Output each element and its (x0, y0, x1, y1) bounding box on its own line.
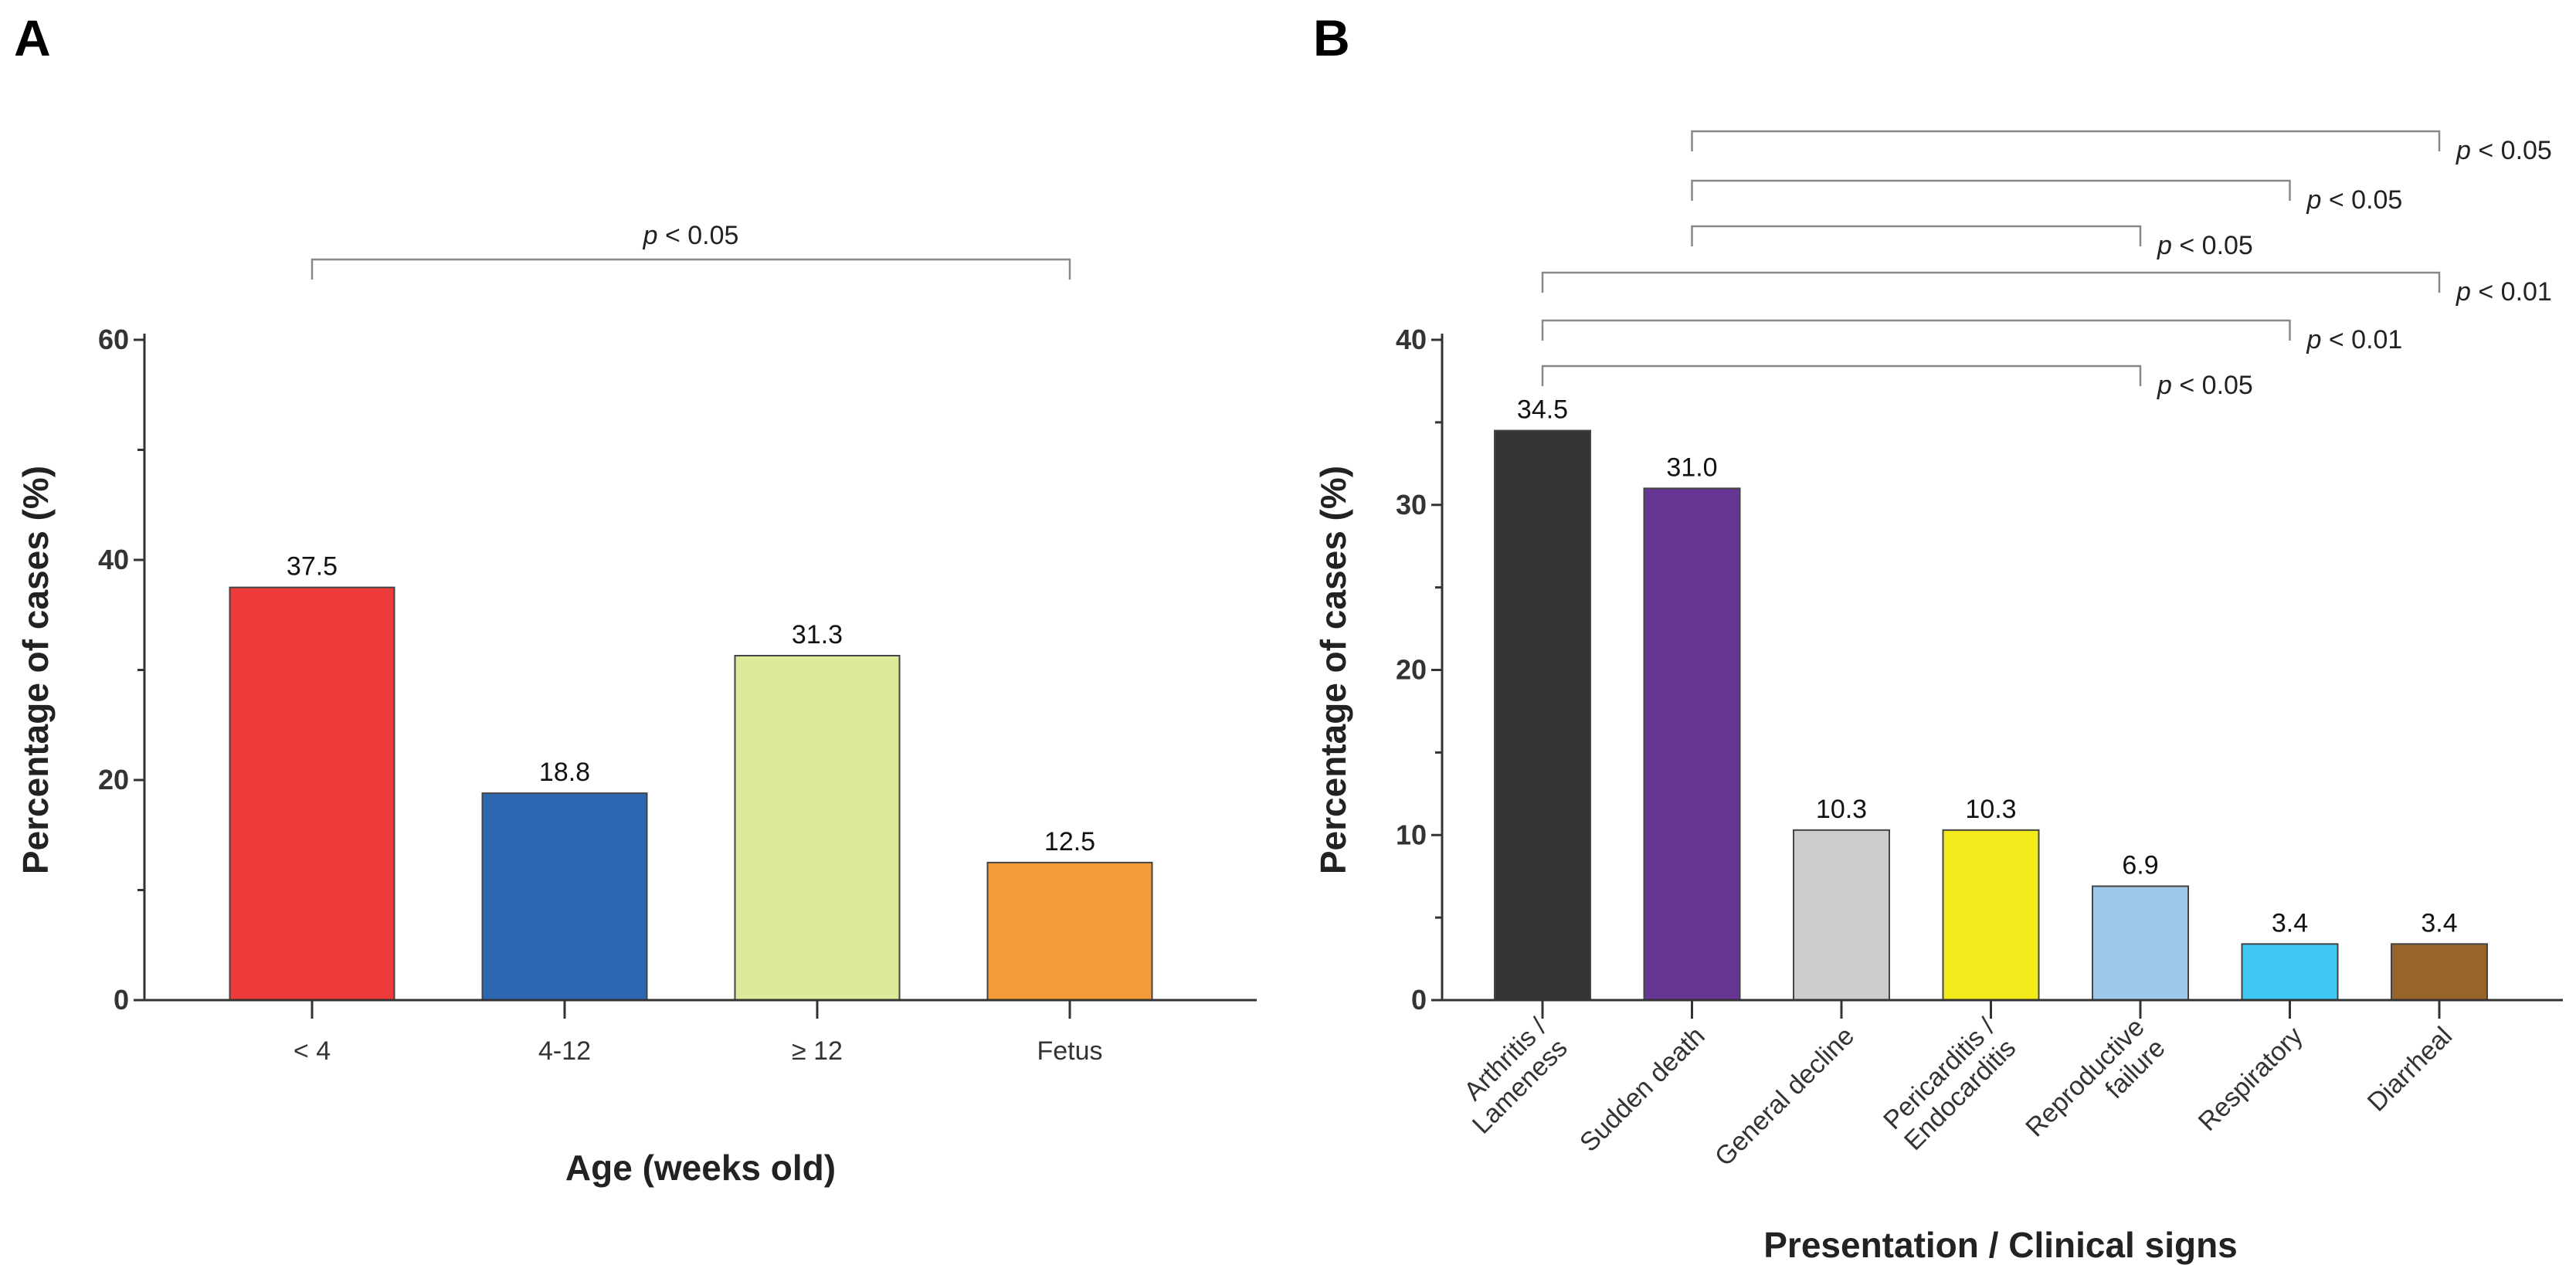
bar (2391, 943, 2488, 1001)
bar (1793, 829, 1890, 1002)
y-tick-label: 60 (98, 324, 129, 355)
x-axis-title: Age (weeks old) (565, 1148, 836, 1188)
bar-value-label: 10.3 (1965, 795, 2016, 824)
bar (229, 586, 395, 1001)
y-axis-title: Percentage of cases (%) (15, 466, 56, 874)
x-tick-label: Respiratory (2193, 1021, 2309, 1137)
p-symbol: p (2456, 136, 2471, 165)
p-threshold: < 0.01 (2471, 277, 2552, 307)
x-tick-label: Fetus (1037, 1036, 1102, 1066)
bar-value-label: 3.4 (2272, 908, 2308, 938)
significance-bracket (311, 258, 1071, 280)
bar-value-label: 37.5 (287, 552, 338, 582)
y-tick-label: 0 (1411, 984, 1427, 1016)
bar-value-label: 3.4 (2421, 908, 2457, 938)
significance-label: p < 0.01 (2456, 277, 2552, 307)
bar (1942, 829, 2040, 1002)
x-tick-label: Arthritis /Lameness (1446, 1012, 1573, 1140)
bar-value-label: 10.3 (1816, 795, 1867, 824)
p-symbol: p (2306, 325, 2322, 354)
p-symbol: p (2306, 185, 2322, 215)
y-axis-title: Percentage of cases (%) (1313, 466, 1353, 874)
bar-value-label: 18.8 (539, 758, 590, 787)
x-tick-label: ≥ 12 (792, 1036, 843, 1066)
bar-value-label: 12.5 (1044, 827, 1095, 856)
x-tick-label-line: Diarrheal (2362, 1021, 2458, 1117)
significance-bracket (1691, 179, 2291, 201)
bar-value-label: 31.3 (792, 620, 843, 649)
bar-value-label: 34.5 (1517, 395, 1568, 425)
y-tick-label: 10 (1396, 819, 1427, 850)
x-tick-label: < 4 (294, 1036, 331, 1066)
significance-bracket (1691, 225, 2142, 246)
y-tick-label: 0 (114, 984, 129, 1016)
y-tick-label: 30 (1396, 489, 1427, 521)
bar (734, 654, 901, 1001)
chart-panel-a: 37.5 18.8 31.3 12.5 0 20 40 60 < 4 4-12 ≥ 12 Fetus A… (15, 221, 1257, 1188)
significance-bracket (1541, 319, 2291, 341)
y-tick-label: 20 (1396, 654, 1427, 686)
y-tick-label: 40 (98, 544, 129, 575)
significance-bracket (1541, 271, 2441, 293)
bar-value-label: 6.9 (2122, 851, 2158, 880)
x-tick-label-line: Respiratory (2193, 1021, 2309, 1137)
p-threshold: < 0.01 (2321, 325, 2402, 354)
x-tick-label-line: General decline (1709, 1021, 1860, 1172)
significance-label: p < 0.05 (2456, 136, 2552, 165)
y-tick-label: 40 (1396, 324, 1427, 355)
x-tick-label: 4-12 (538, 1036, 591, 1066)
significance-label: p < 0.05 (2157, 231, 2253, 260)
p-symbol: p (2456, 277, 2471, 307)
x-tick-label: Pericarditis /Endocarditis (1878, 1012, 2021, 1156)
p-threshold: < 0.05 (2321, 185, 2402, 215)
x-tick-label: Reproductivefailure (2020, 1012, 2170, 1163)
bar (2092, 885, 2189, 1001)
significance-label: p < 0.05 (643, 221, 739, 250)
p-threshold: < 0.05 (658, 221, 739, 250)
x-tick-label: Sudden death (1574, 1021, 1711, 1158)
p-symbol: p (643, 221, 658, 250)
panel-a-letter: A (14, 9, 51, 66)
p-threshold: < 0.05 (2172, 371, 2253, 400)
significance-bracket (1541, 365, 2142, 386)
p-symbol: p (2157, 231, 2172, 260)
x-tick-label-line: Sudden death (1574, 1021, 1711, 1158)
significance-label: p < 0.05 (2306, 185, 2403, 215)
p-threshold: < 0.05 (2172, 231, 2253, 260)
x-axis-title: Presentation / Clinical signs (1763, 1225, 2238, 1265)
bar (1494, 429, 1591, 1001)
significance-label: p < 0.05 (2157, 371, 2253, 400)
significance-label: p < 0.01 (2306, 325, 2403, 354)
bar (481, 792, 648, 1001)
significance-bracket (1691, 130, 2441, 151)
p-symbol: p (2157, 371, 2172, 400)
p-threshold: < 0.05 (2471, 136, 2552, 165)
y-tick-label: 20 (98, 764, 129, 795)
chart-panel-b: 34.5 31.0 10.3 10.3 6.9 3.4 3.4 0 10 20 30 40 Arthri… (1313, 130, 2563, 1265)
bar (2241, 943, 2339, 1001)
bar (986, 861, 1153, 1001)
x-tick-label: Diarrheal (2362, 1021, 2458, 1117)
panel-b-letter: B (1313, 9, 1350, 66)
bar-value-label: 31.0 (1666, 453, 1717, 482)
x-tick-label: General decline (1709, 1021, 1860, 1172)
bar (1643, 487, 1741, 1001)
